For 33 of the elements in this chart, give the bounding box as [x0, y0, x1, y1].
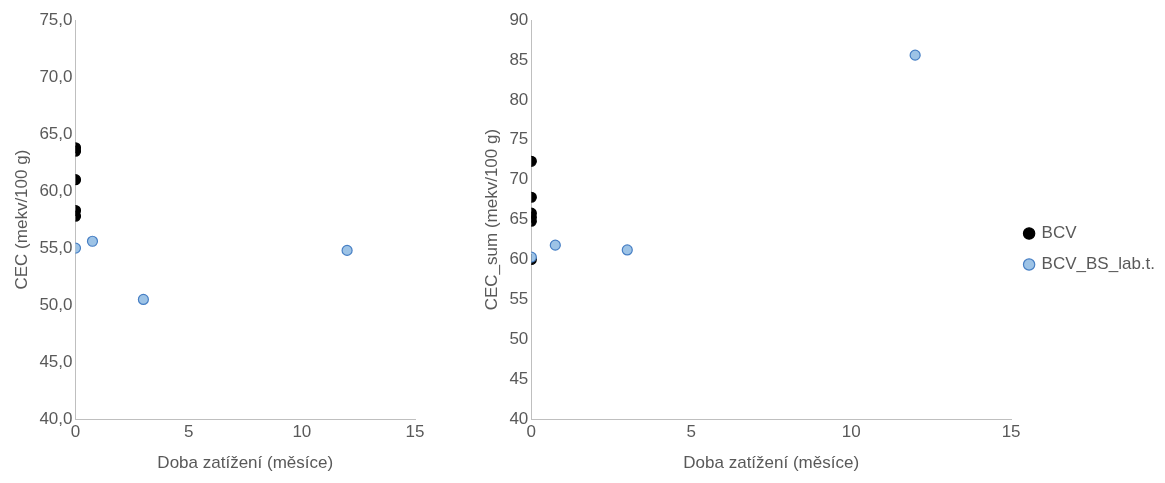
x-axis-title: Doba zatížení (měsíce): [683, 453, 860, 473]
y-tick-label: 60: [509, 249, 529, 269]
x-tick-label: 5: [183, 422, 194, 442]
y-tick-label: 85: [509, 49, 529, 69]
y-tick-label: 80: [509, 89, 529, 109]
y-tick-label: 70: [509, 169, 529, 189]
y-tick-label: 50,0: [39, 294, 73, 314]
y-tick-label: 75: [509, 129, 529, 149]
y-tick-label: 45,0: [39, 351, 73, 371]
x-tick-label: 15: [1001, 422, 1021, 442]
y-tick-label: 45: [509, 368, 529, 388]
y-tick-label: 60,0: [39, 180, 73, 200]
y-tick-label: 75,0: [39, 9, 73, 29]
legend-label: BCV: [1041, 223, 1078, 243]
x-tick-label: 10: [841, 422, 861, 442]
legend-label: BCV_BS_lab.t.: [1041, 254, 1156, 274]
y-axis-title: CEC_sum (mekv/100 g): [481, 128, 501, 311]
y-tick-label: 55: [509, 289, 529, 309]
x-tick-label: 0: [70, 422, 81, 442]
y-tick-label: 50: [509, 329, 529, 349]
y-tick-label: 70,0: [39, 66, 73, 86]
y-tick-label: 90: [509, 9, 529, 29]
x-tick-label: 0: [526, 422, 537, 442]
x-tick-label: 5: [686, 422, 696, 442]
y-tick-label: 40: [509, 408, 529, 428]
y-tick-label: 55,0: [39, 237, 73, 257]
x-axis-title: Doba zatížení (měsíce): [157, 453, 334, 473]
y-tick-label: 65,0: [39, 123, 73, 143]
y-tick-label: 40,0: [39, 408, 73, 428]
y-tick-label: 65: [509, 209, 529, 229]
x-tick-label: 15: [405, 422, 425, 442]
x-tick-label: 10: [292, 422, 312, 442]
y-axis-title: CEC (mekv/100 g): [11, 149, 31, 290]
